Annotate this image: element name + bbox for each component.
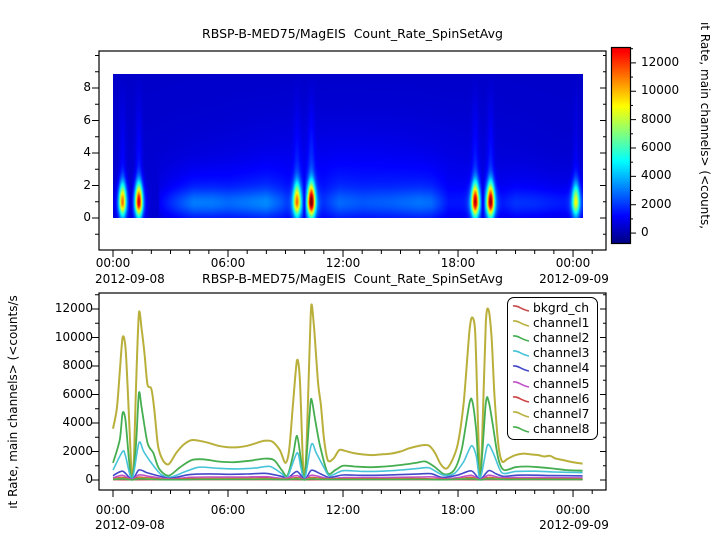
colorbar-tick-label: 12000: [641, 54, 680, 69]
bottom-y-tick-label: 8000: [62, 358, 93, 372]
legend-line-sample: [512, 365, 530, 373]
bottom-plot-title: RBSP-B-MED75/MagEIS Count_Rate_SpinSetAv…: [202, 271, 503, 286]
legend-label: channel3: [533, 346, 590, 361]
legend-line-sample: [512, 426, 530, 433]
legend-entry-channel6: channel6: [512, 391, 594, 406]
axis-ticks: [92, 48, 636, 497]
legend-line-sample: [512, 410, 530, 418]
bottom-y-tick-label: 0: [85, 472, 93, 486]
legend-entry-channel7: channel7: [512, 406, 594, 421]
bottom-x-tick-label: 18:00: [440, 503, 476, 517]
bottom-x-tick-label: 00:00: [95, 503, 131, 517]
colorbar-tick-label: 8000: [641, 111, 672, 126]
legend-box: bkgrd_ch channel1 channel2 channel3 channel4…: [507, 297, 598, 440]
top-x-tick-label: 00:00: [555, 256, 591, 270]
colorbar-frame: [610, 46, 632, 245]
top-plot-frame[interactable]: [98, 50, 607, 251]
colorbar-tick-label: 10000: [641, 83, 680, 98]
legend-line-sample: [512, 380, 530, 388]
bottom-x-tick-label: 00:00: [555, 503, 591, 517]
top-end-date-label: 2012-09-09: [539, 272, 609, 286]
colorbar-tick-label: 6000: [641, 139, 672, 154]
legend-line-sample: [512, 395, 530, 403]
top-y-tick-label: 6: [83, 112, 91, 127]
top-y-tick-label: 4: [83, 145, 91, 159]
top-x-tick-label: 06:00: [210, 256, 246, 270]
legend-label: channel1: [533, 315, 590, 330]
top-x-tick-label: 12:00: [325, 256, 361, 270]
bottom-y-tick-label: 6000: [62, 386, 93, 401]
top-y-tick-label: 2: [83, 177, 91, 192]
legend-line-sample: [512, 304, 530, 312]
colorbar-tick-label: 4000: [641, 168, 672, 183]
legend-entry-channel4: channel4: [512, 361, 594, 376]
legend-label: channel5: [533, 376, 590, 391]
bottom-y-tick-label: 12000: [54, 301, 93, 315]
legend-entry-channel1: channel1: [512, 315, 594, 330]
bottom-x-tick-label: 12:00: [325, 503, 361, 517]
line-series-group[interactable]: [112, 303, 583, 481]
series-channel1: [112, 303, 583, 479]
colorbar-gradient: [612, 48, 630, 243]
bottom-plot-frame[interactable]: [98, 292, 607, 491]
bottom-end-date-label: 2012-09-09: [539, 518, 609, 532]
legend-entry-bkgrd_ch: bkgrd_ch: [512, 300, 594, 315]
bottom-y-tick-label: 10000: [54, 329, 93, 344]
colorbar-axis-label: ıt Rate, main channels> (<counts,: [698, 22, 712, 230]
bottom-y-axis-label: ıt Rate, main channels> (<counts/s: [6, 295, 20, 509]
legend-label: channel7: [533, 406, 590, 421]
legend-label: bkgrd_ch: [533, 300, 590, 315]
legend-line-sample: [512, 350, 530, 357]
colorbar-tick-label: 2000: [641, 196, 672, 211]
bottom-start-date-label: 2012-09-08: [95, 518, 165, 532]
bottom-y-tick-label: 4000: [62, 415, 93, 429]
series-channel8: [112, 478, 583, 481]
bottom-x-tick-label: 06:00: [210, 503, 246, 517]
series-channel3: [112, 441, 583, 481]
legend-entry-channel2: channel2: [512, 330, 594, 345]
legend-label: channel2: [533, 330, 590, 345]
legend-label: channel4: [533, 361, 590, 376]
legend-entry-channel5: channel5: [512, 376, 594, 391]
spectrogram-image[interactable]: [113, 74, 583, 218]
legend-line-sample: [512, 319, 530, 327]
colorbar-tick-label: 0: [641, 225, 649, 240]
top-x-tick-label: 00:00: [95, 256, 131, 270]
legend-label: channel6: [533, 391, 590, 406]
legend-entry-channel8: channel8: [512, 422, 594, 437]
series-channel2: [112, 391, 583, 481]
legend-entry-channel3: channel3: [512, 346, 594, 361]
legend-label: channel8: [533, 422, 590, 437]
top-plot-title: RBSP-B-MED75/MagEIS Count_Rate_SpinSetAv…: [202, 26, 503, 41]
top-y-tick-label: 0: [83, 210, 91, 224]
bottom-y-tick-label: 2000: [62, 443, 93, 458]
top-x-tick-label: 18:00: [440, 256, 476, 270]
top-start-date-label: 2012-09-08: [95, 272, 165, 286]
legend-line-sample: [512, 335, 530, 342]
top-y-tick-label: 8: [83, 80, 91, 94]
